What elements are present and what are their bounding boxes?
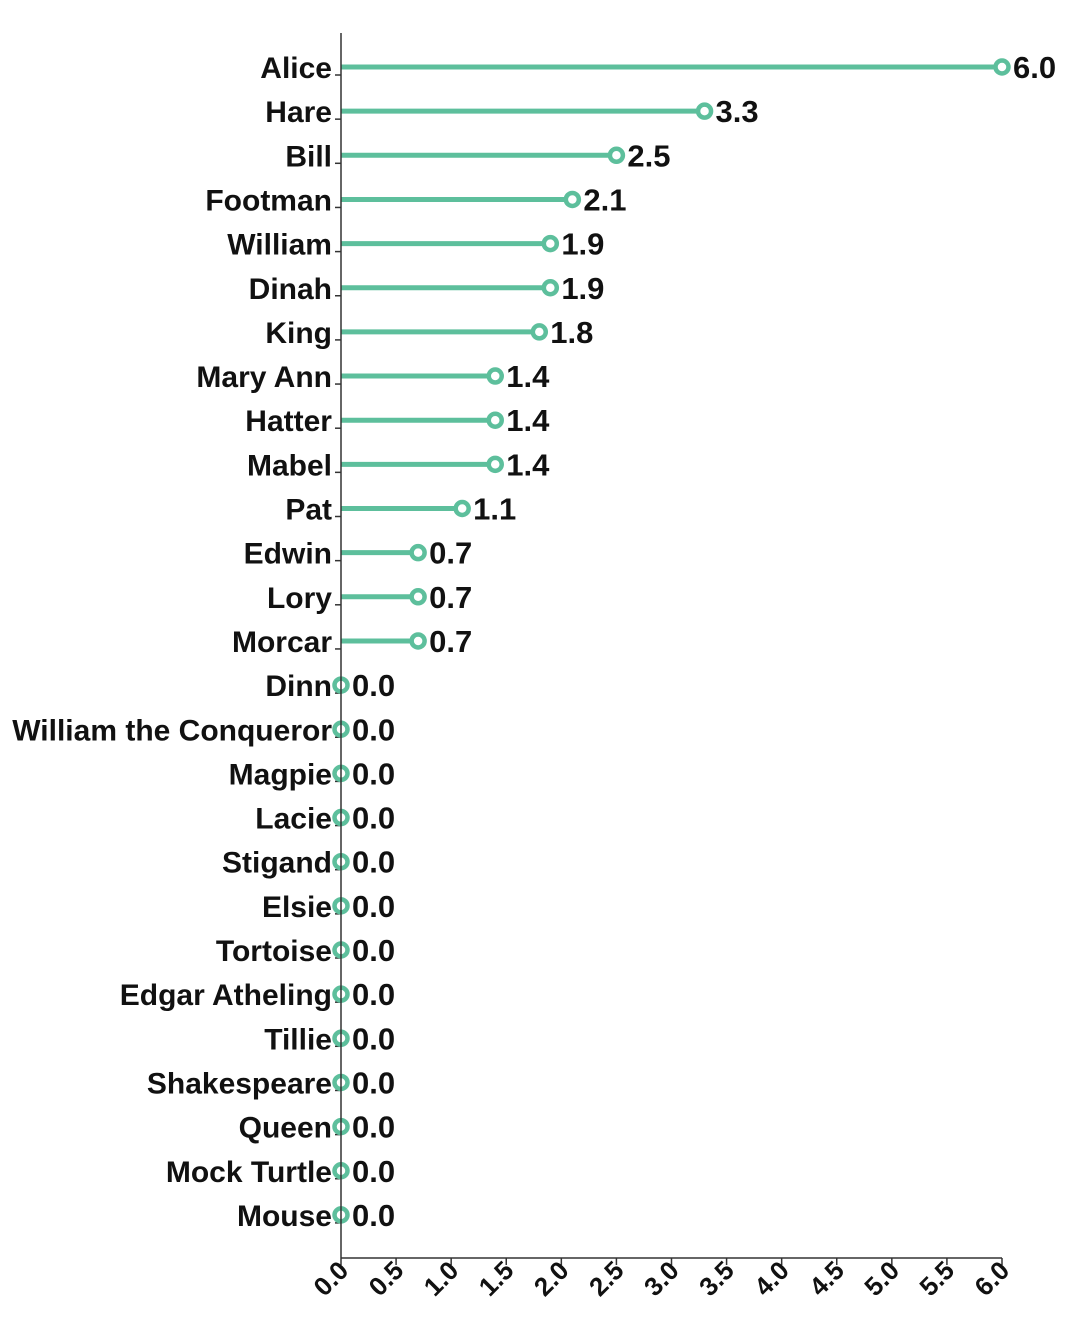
value-label: 1.4 <box>506 447 550 482</box>
x-tick-label: 1.5 <box>473 1255 520 1302</box>
x-tick-label: 2.0 <box>528 1255 575 1302</box>
category-label: Tillie <box>264 1023 332 1056</box>
value-label: 0.0 <box>352 1065 395 1100</box>
x-tick-label: 6.0 <box>968 1255 1015 1302</box>
lollipop-dot <box>530 323 549 341</box>
category-label: Alice <box>260 52 332 85</box>
category-label: Elsie <box>262 891 332 924</box>
category-label: Hare <box>265 96 332 129</box>
value-label: 2.5 <box>627 138 670 173</box>
value-label: 2.1 <box>583 182 626 217</box>
category-label: Pat <box>285 494 332 527</box>
category-label: Stigand <box>222 847 332 880</box>
category-label: Mabel <box>247 449 332 482</box>
lollipop-dot <box>409 543 427 562</box>
lollipop-dot <box>409 632 427 650</box>
lollipop-dot <box>486 411 504 429</box>
value-label: 0.0 <box>352 1110 395 1145</box>
lollipop-dot <box>486 367 504 385</box>
value-label: 0.0 <box>352 1154 395 1189</box>
category-label: William the Conqueror <box>12 714 332 747</box>
lollipop-dot <box>993 58 1011 76</box>
category-label: Mary Ann <box>196 361 332 394</box>
value-label: 0.7 <box>429 580 472 615</box>
lollipop-dot <box>541 234 560 253</box>
value-label: 6.0 <box>1013 50 1056 85</box>
x-axis-ticks: 0.0 0.5 1.0 1.5 2.0 2.5 3.0 3.5 4.0 4.5 5.0 5.5 6.0 <box>307 1255 1015 1302</box>
x-tick-label: 1.0 <box>418 1255 465 1302</box>
x-tick-label: 3.5 <box>693 1255 740 1302</box>
lollipop-dot <box>695 102 714 120</box>
value-label: 1.9 <box>561 227 604 262</box>
value-label: 1.4 <box>506 403 550 438</box>
value-label: 0.0 <box>352 756 395 791</box>
lollipop-dot <box>486 455 504 474</box>
value-label: 0.0 <box>352 668 395 703</box>
value-label: 1.1 <box>473 492 516 527</box>
category-label: William <box>227 229 332 262</box>
category-label: Dinah <box>249 273 332 306</box>
category-label: Dinn <box>265 670 332 703</box>
category-label: Hatter <box>245 405 332 438</box>
x-tick-label: 2.5 <box>583 1255 630 1302</box>
value-label: 0.0 <box>352 801 395 836</box>
x-tick-label: 4.5 <box>803 1255 850 1302</box>
lollipop-dot <box>541 279 560 297</box>
value-label: 0.0 <box>352 712 395 747</box>
value-label: 3.3 <box>716 94 759 129</box>
value-label: 0.0 <box>352 1021 395 1056</box>
x-tick-label: 0.5 <box>363 1255 410 1302</box>
category-label: Edgar Atheling <box>120 979 332 1012</box>
category-label: Morcar <box>232 626 332 659</box>
lollipop-dot <box>409 588 427 606</box>
category-label: Tortoise <box>216 935 332 968</box>
x-tick-label: 5.0 <box>858 1255 905 1302</box>
x-tick-label: 4.0 <box>748 1255 795 1302</box>
lollipop-dot <box>563 190 582 209</box>
category-label: Mock Turtle <box>166 1156 332 1189</box>
category-label: King <box>265 317 332 350</box>
value-label: 0.7 <box>429 624 472 659</box>
value-label: 1.4 <box>506 359 550 394</box>
category-label: Magpie <box>229 758 332 791</box>
category-label: Edwin <box>244 538 332 571</box>
x-tick-label: 5.5 <box>913 1255 960 1302</box>
value-label: 0.0 <box>352 977 395 1012</box>
x-tick-label: 0.0 <box>307 1255 354 1302</box>
lollipop-dot <box>607 146 626 165</box>
category-label: Bill <box>285 140 332 173</box>
value-label: 0.0 <box>352 1198 395 1233</box>
category-label: Shakespeare <box>147 1067 332 1100</box>
value-label: 1.9 <box>561 271 604 306</box>
category-label: Mouse <box>237 1200 332 1233</box>
value-label: 0.0 <box>352 933 395 968</box>
category-label: Queen <box>239 1112 332 1145</box>
category-label: Footman <box>205 184 332 217</box>
category-label: Lory <box>267 582 332 615</box>
value-label: 0.7 <box>429 536 472 571</box>
value-label: 0.0 <box>352 845 395 880</box>
value-label: 1.8 <box>550 315 593 350</box>
chart-rows: Alice 6.0 Hare 3.3 Bill 2.5 Footman 2.1 William 1… <box>12 50 1056 1233</box>
category-label: Lacie <box>255 803 332 836</box>
value-label: 0.0 <box>352 889 395 924</box>
x-tick-label: 3.0 <box>638 1255 685 1302</box>
lollipop-dot <box>453 499 471 518</box>
